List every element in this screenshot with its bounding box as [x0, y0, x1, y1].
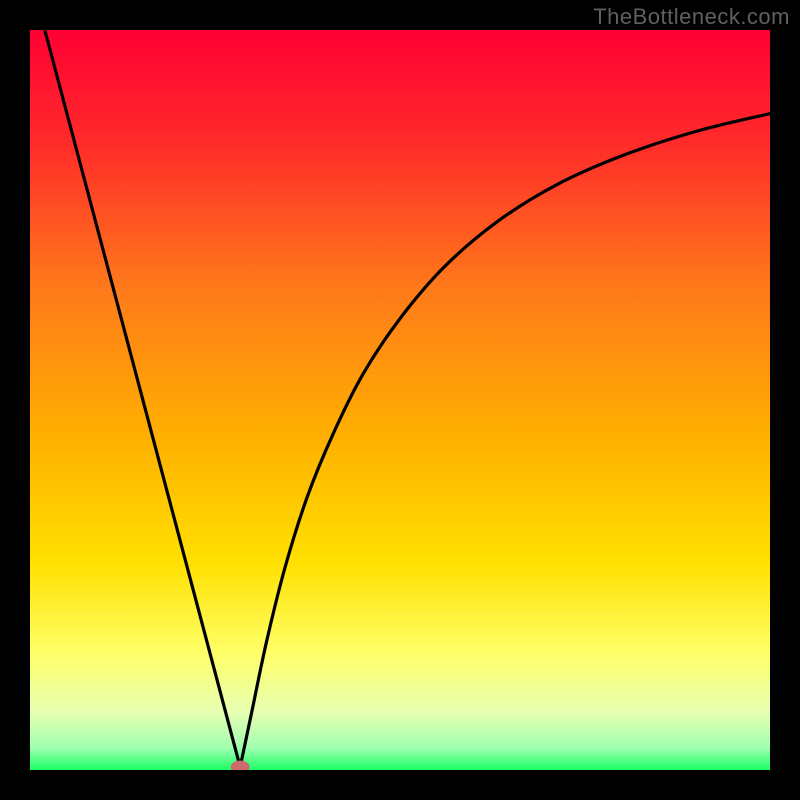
plot-area	[30, 30, 770, 770]
chart-svg	[30, 30, 770, 770]
minimum-marker	[231, 761, 249, 770]
watermark-text: TheBottleneck.com	[593, 4, 790, 30]
chart-container: TheBottleneck.com	[0, 0, 800, 800]
